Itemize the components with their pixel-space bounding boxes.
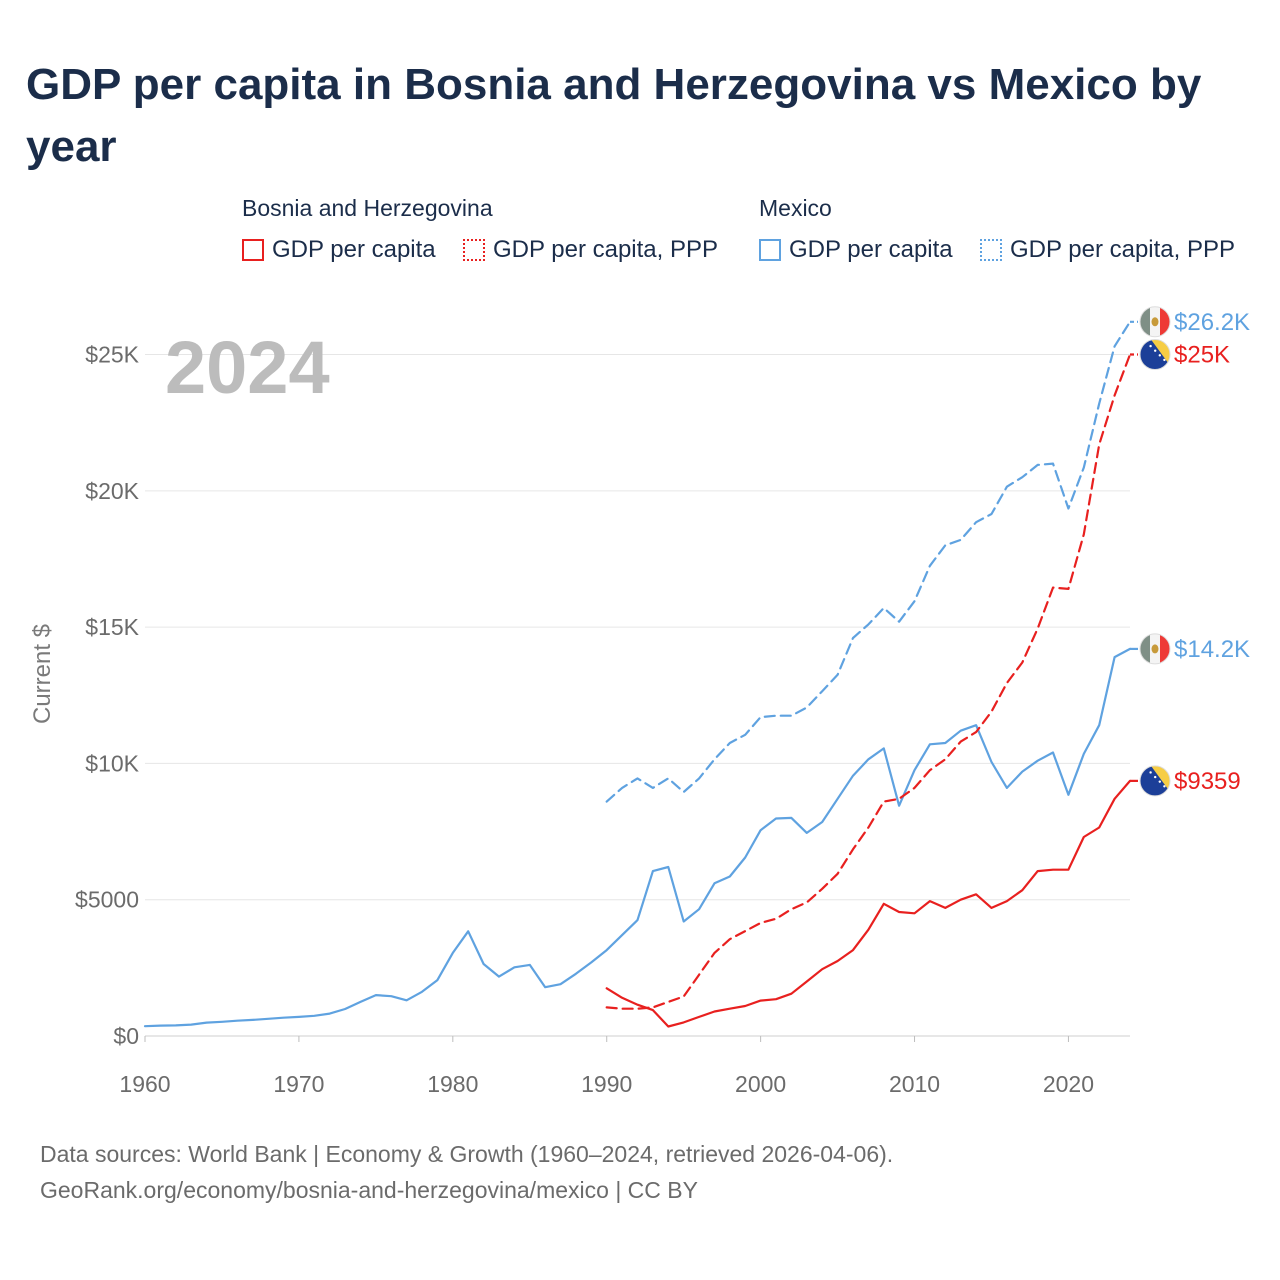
y-axis-title: Current $ [29, 624, 56, 724]
legend-group-bosnia: Bosnia and Herzegovina [242, 195, 493, 221]
series-line [143, 647, 1132, 1028]
y-tick-label: $25K [85, 342, 139, 368]
series-line [605, 320, 1132, 803]
mexico-flag-icon [1139, 306, 1171, 338]
legend-item-mexico-gdp[interactable]: GDP per capita [759, 234, 953, 266]
gridlines [145, 354, 1130, 1037]
legend-swatch-dotted-red [463, 239, 485, 261]
y-tick-label: $10K [85, 750, 139, 776]
y-tick-label: $0 [113, 1023, 139, 1049]
series-lines [143, 320, 1132, 1028]
legend-item-label: GDP per capita, PPP [493, 236, 718, 263]
legend-item-label: GDP per capita, PPP [1010, 236, 1235, 263]
legend-group-mexico: Mexico [759, 195, 832, 221]
bosnia-flag-icon [1139, 339, 1171, 371]
x-tick-label: 2000 [735, 1071, 786, 1097]
series-line [605, 353, 1132, 1010]
legend-item-label: GDP per capita [789, 236, 953, 263]
x-tick-label: 1980 [427, 1071, 478, 1097]
end-value-label: $9359 [1174, 768, 1241, 795]
y-tick-label: $20K [85, 478, 139, 504]
legend-swatch-dotted-blue [980, 239, 1002, 261]
end-markers: $14.2K $26.2K $9359 $25K [1130, 306, 1250, 797]
series-line [605, 779, 1132, 1028]
bosnia-flag-icon [1139, 765, 1171, 797]
x-tick-label: 1960 [119, 1071, 170, 1097]
x-tick-label: 1990 [581, 1071, 632, 1097]
x-tick-label: 2020 [1043, 1071, 1094, 1097]
legend-item-bosnia-gdp-ppp[interactable]: GDP per capita, PPP [463, 234, 718, 266]
x-tick-label: 2010 [889, 1071, 940, 1097]
mexico-flag-icon [1139, 633, 1171, 665]
source-url: GeoRank.org/economy/bosnia-and-herzegovi… [40, 1177, 698, 1203]
legend-item-label: GDP per capita [272, 236, 436, 263]
y-tick-label: $15K [85, 614, 139, 640]
end-value-label: $26.2K [1174, 309, 1250, 336]
year-watermark: 2024 [165, 326, 330, 409]
data-source-note: Data sources: World Bank | Economy & Gro… [40, 1141, 894, 1167]
legend-item-bosnia-gdp[interactable]: GDP per capita [242, 234, 436, 266]
footer: Data sources: World Bank | Economy & Gro… [40, 1136, 893, 1208]
chart-title: GDP per capita in Bosnia and Herzegovina… [26, 60, 1202, 171]
legend-item-mexico-gdp-ppp[interactable]: GDP per capita, PPP [980, 234, 1235, 266]
legend-swatch-solid-red [242, 239, 264, 261]
end-value-label: $25K [1174, 342, 1230, 369]
y-tick-label: $5000 [75, 887, 139, 913]
end-value-label: $14.2K [1174, 636, 1250, 663]
axes: $0 $5000 $10K $15K $20K $25K 1960 1970 1980 1990 2… [75, 342, 1094, 1097]
legend-swatch-solid-blue [759, 239, 781, 261]
x-tick-label: 1970 [273, 1071, 324, 1097]
